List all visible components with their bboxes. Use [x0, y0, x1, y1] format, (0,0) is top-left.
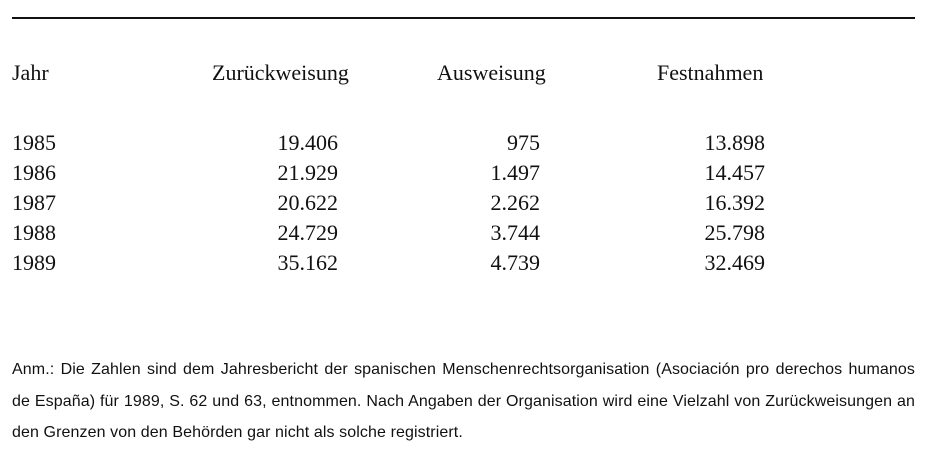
header-jahr: Jahr [12, 60, 49, 85]
table-cell-year: 1985 [12, 130, 56, 155]
table-cell-value: 25.798 [704, 220, 766, 245]
table-cell-year: 1987 [12, 190, 56, 215]
header-zurueckweisung: Zurückweisung [212, 60, 349, 85]
table-cell-value: 32.469 [704, 250, 766, 275]
table-cell-value: 35.162 [277, 250, 339, 275]
table-cell-year: 1986 [12, 160, 56, 185]
table-cell-year: 1989 [12, 250, 56, 275]
table-cell-value: 2.262 [490, 190, 541, 215]
table-cell-value: 13.898 [704, 130, 766, 155]
top-rule [12, 17, 915, 19]
header-festnahmen: Festnahmen [657, 60, 764, 85]
table-cell-value: 14.457 [704, 160, 766, 185]
table-cell-value: 21.929 [277, 160, 339, 185]
table-cell-value: 19.406 [277, 130, 339, 155]
table-note: Anm.: Die Zahlen sind dem Jahresbericht … [12, 361, 915, 441]
table-cell-value: 3.744 [490, 220, 541, 245]
table-cell-value: 1.497 [490, 160, 541, 185]
table-cell-value: 4.739 [490, 250, 541, 275]
table-cell-year: 1988 [12, 220, 56, 245]
table-cell-value: 20.622 [277, 190, 339, 215]
table-cell-value: 16.392 [704, 190, 766, 215]
table-cell-value: 24.729 [277, 220, 339, 245]
table-cell-value: 975 [507, 130, 540, 155]
header-ausweisung: Ausweisung [437, 60, 546, 85]
